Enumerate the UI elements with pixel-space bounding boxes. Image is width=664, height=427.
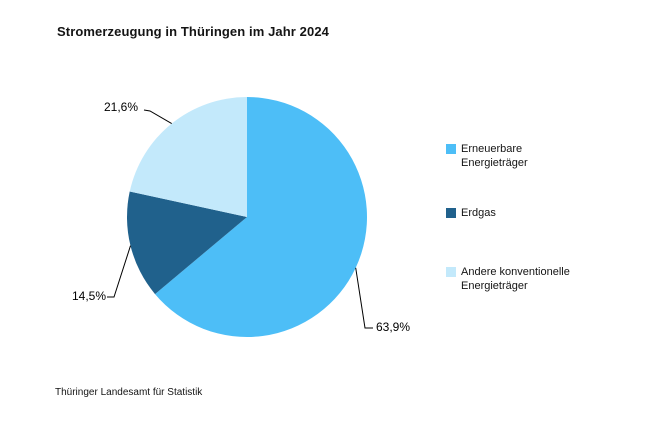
chart-title: Stromerzeugung in Thüringen im Jahr 2024 <box>57 24 329 39</box>
legend-item-label: Erneuerbare Energieträger <box>461 143 528 169</box>
legend-swatch-erdgas <box>446 208 456 218</box>
legend-item-andere: Andere konventionelle Energieträger <box>446 265 591 293</box>
leader-line-1 <box>107 245 131 298</box>
legend-swatch-erneuerbare <box>446 144 456 154</box>
leader-line-0 <box>355 267 373 329</box>
slice-label-erdgas: 14,5% <box>71 289 106 303</box>
pie-slice-1 <box>127 191 247 295</box>
legend-item-label: Andere konventionelle Energieträger <box>461 266 570 292</box>
slice-label-erneuerbare: 63,9% <box>376 320 411 334</box>
legend-item-erneuerbare: Erneuerbare Energieträger <box>446 142 591 170</box>
slice-label-andere: 21,6% <box>104 100 139 114</box>
legend-swatch-andere <box>446 267 456 277</box>
source-caption: Thüringer Landesamt für Statistik <box>55 387 203 398</box>
pie-slice-2 <box>129 97 247 217</box>
legend-item-erdgas: Erdgas <box>446 206 496 220</box>
legend-item-label: Erdgas <box>461 207 496 219</box>
leader-line-2 <box>143 109 172 125</box>
pie-slice-0 <box>155 97 367 337</box>
